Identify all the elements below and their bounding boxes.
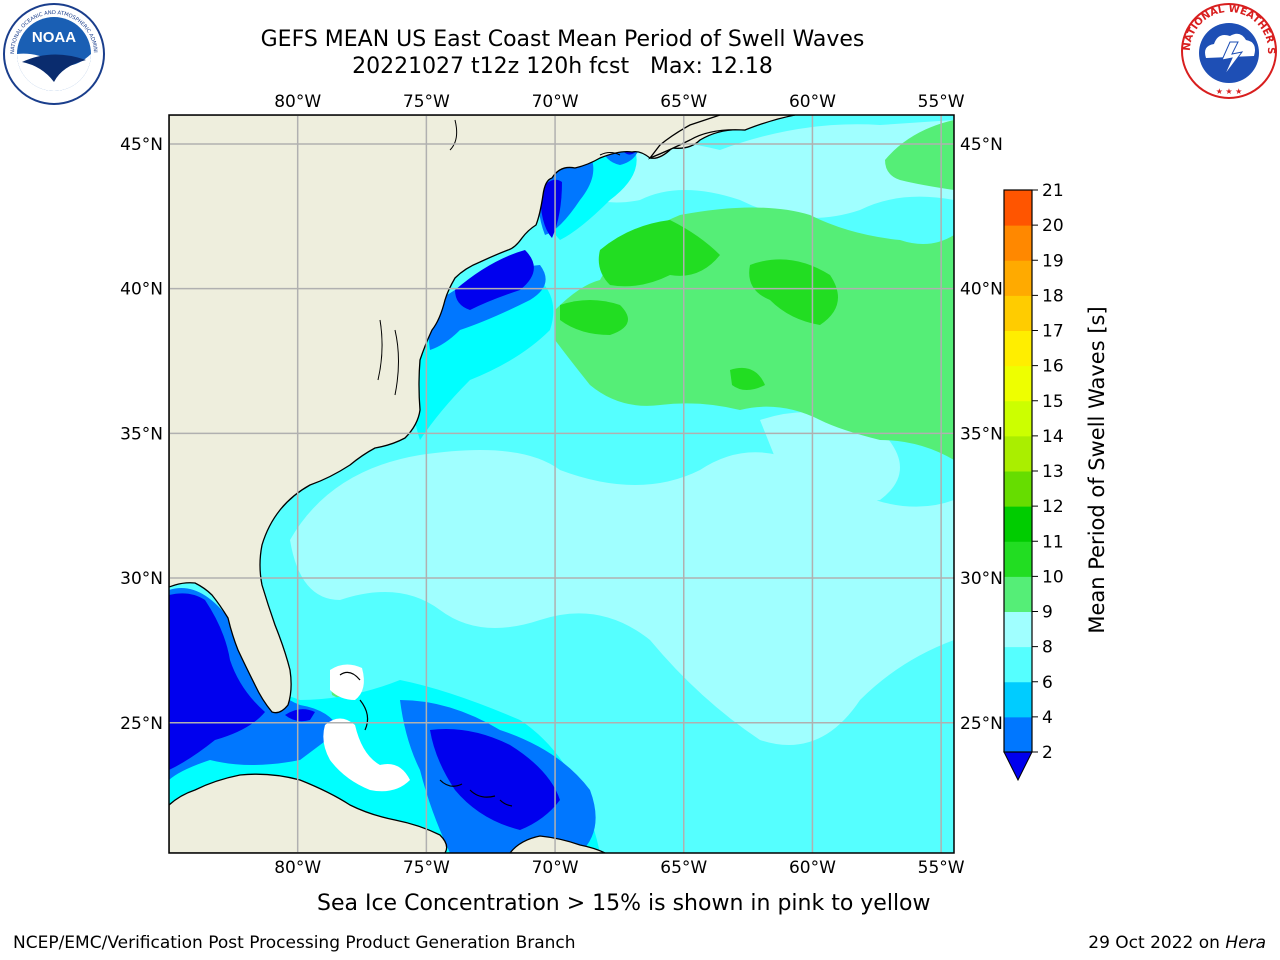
credit-machine: Hera xyxy=(1225,933,1266,953)
colorbar-tick-label: 10 xyxy=(1042,567,1064,587)
colorbar-tick-label: 12 xyxy=(1042,497,1064,517)
colorbar: 2 4 6 8 9 10 11 12 13 14 15 16 17 18 19 20 21 xyxy=(1003,181,1064,782)
lon-tick-label-bottom: 75°W xyxy=(403,858,450,878)
graticule xyxy=(169,115,954,853)
colorbar-segment xyxy=(1004,541,1032,577)
lat-tick-label-right: 25°N xyxy=(960,714,1003,734)
hispaniola-land xyxy=(509,835,606,853)
lon-tick-label-top: 70°W xyxy=(532,92,579,112)
lon-tick-label-top: 55°W xyxy=(918,92,965,112)
svg-text:NOAA: NOAA xyxy=(32,29,76,46)
colorbar-tick-label: 11 xyxy=(1042,532,1064,552)
lat-tick-label-left: 40°N xyxy=(120,280,163,300)
cuba-land xyxy=(169,773,448,853)
credit-date: 29 Oct 2022 on Hera xyxy=(1088,932,1266,954)
colorbar-segment xyxy=(1004,225,1032,261)
lon-tick-label-top: 65°W xyxy=(660,92,707,112)
colorbar-tick-label: 14 xyxy=(1042,427,1064,447)
coastal-details xyxy=(377,119,621,396)
lat-tick-label-left: 35°N xyxy=(120,424,163,444)
colorbar-tick-label: 21 xyxy=(1042,181,1064,201)
lat-tick-label-right: 45°N xyxy=(960,135,1003,155)
credit-branch: NCEP/EMC/Verification Post Processing Pr… xyxy=(13,933,576,953)
lat-tick-label-right: 35°N xyxy=(960,424,1003,444)
lon-tick-label-top: 75°W xyxy=(403,92,450,112)
colorbar-tick-label: 6 xyxy=(1042,673,1053,693)
lat-tick-label-left: 45°N xyxy=(120,135,163,155)
colorbar-tick-label: 8 xyxy=(1042,638,1053,658)
colorbar-tick-label: 17 xyxy=(1042,322,1064,342)
lon-tick-label-top: 80°W xyxy=(274,92,321,112)
lon-tick-label-bottom: 60°W xyxy=(789,858,836,878)
colorbar-segment xyxy=(1004,190,1032,226)
colorbar-segment xyxy=(1004,295,1032,331)
chart-subtitle: 20221027 t12z 120h fcst Max: 12.18 xyxy=(352,54,773,79)
lon-tick-label-bottom: 65°W xyxy=(660,858,707,878)
sea-ice-note: Sea Ice Concentration > 15% is shown in … xyxy=(317,891,931,916)
chart-title: GEFS MEAN US East Coast Mean Period of S… xyxy=(260,27,865,52)
colorbar-tick-label: 9 xyxy=(1042,603,1053,623)
colorbar-tick-label: 13 xyxy=(1042,462,1064,482)
colorbar-tick-label: 19 xyxy=(1042,251,1064,271)
north-america-land xyxy=(169,115,791,714)
noaa-logo: NOAA NATIONAL OCEANIC AND ATMOSPHERIC AD… xyxy=(2,2,105,105)
colorbar-segment xyxy=(1004,646,1032,683)
lat-tick-label-right: 40°N xyxy=(960,280,1003,300)
colorbar-tick-label: 18 xyxy=(1042,286,1064,306)
svg-text:★ ★ ★: ★ ★ ★ xyxy=(1216,87,1243,96)
colorbar-tick-label: 2 xyxy=(1042,743,1053,763)
lat-tick-label-left: 30°N xyxy=(120,569,163,589)
colorbar-segment xyxy=(1004,365,1032,402)
tick-labels: 80°W 80°W 75°W 75°W 70°W 70°W 65°W 65°W 60°W 60°W… xyxy=(120,92,1003,878)
colorbar-segment xyxy=(1004,576,1032,612)
nws-logo: NATIONAL WEATHER SERVICE ★ ★ ★ xyxy=(1180,2,1277,99)
colorbar-segment xyxy=(1004,681,1032,718)
colorbar-segment xyxy=(1004,716,1032,753)
lat-tick-label-left: 25°N xyxy=(120,714,163,734)
lat-tick-label-right: 30°N xyxy=(960,569,1003,589)
colorbar-extend-arrow xyxy=(1003,751,1033,782)
colorbar-segment xyxy=(1004,506,1032,542)
colorbar-tick-label: 15 xyxy=(1042,392,1064,412)
map-frame xyxy=(168,114,955,854)
credit-date-text: 29 Oct 2022 on xyxy=(1088,933,1226,953)
colorbar-tick-label: 16 xyxy=(1042,357,1064,377)
swell-10-11s-core xyxy=(560,220,838,390)
colorbar-segment xyxy=(1004,330,1032,367)
colorbar-segment xyxy=(1004,611,1032,648)
lon-tick-label-bottom: 55°W xyxy=(918,858,965,878)
lon-tick-label-top: 60°W xyxy=(789,92,836,112)
bahamas-outlines xyxy=(339,671,513,807)
colorbar-segment xyxy=(1004,260,1032,296)
map-panel xyxy=(169,115,954,853)
colorbar-segment xyxy=(1004,471,1032,507)
lon-tick-label-bottom: 80°W xyxy=(274,858,321,878)
colorbar-segment xyxy=(1004,435,1032,472)
swell-0-2s-sheltered xyxy=(169,141,638,830)
colorbar-tick-label: 4 xyxy=(1042,708,1053,728)
lon-tick-label-bottom: 70°W xyxy=(532,858,579,878)
colorbar-tick-label: 20 xyxy=(1042,216,1064,236)
colorbar-segment xyxy=(1004,400,1032,437)
colorbar-label: Mean Period of Swell Waves [s] xyxy=(1085,306,1109,634)
